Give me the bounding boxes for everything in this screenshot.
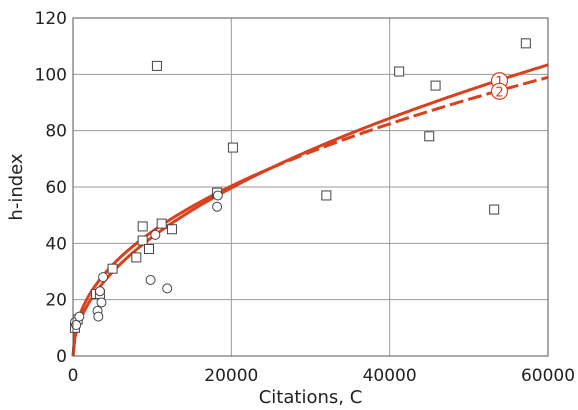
plot-frame [72,17,549,357]
fit-curve-2-dashed [270,75,549,170]
square-marker [137,235,148,246]
fit-curve-2 [71,166,272,357]
fit-curves [71,63,549,357]
data-points [69,38,531,333]
fit-curve-1 [71,63,549,357]
circle-marker [212,190,223,201]
y-tick-label: 60 [45,178,67,198]
square-marker [227,142,238,153]
square-marker [489,204,500,215]
square-marker [520,38,531,49]
circle-marker [212,201,223,212]
circle-marker [96,297,107,308]
x-tick-label: 0 [68,366,79,386]
y-tick-label: 80 [45,122,67,142]
x-tick-label: 20000 [204,366,258,386]
y-tick-label: 120 [35,9,67,29]
y-axis-label: h-index [6,153,27,220]
square-marker [131,252,142,263]
tick-labels: 0 20000 40000 60000 0 20 40 60 80 100 120 [35,9,576,386]
y-tick-label: 0 [56,347,67,367]
circle-marker [162,283,173,294]
y-tick-label: 20 [45,291,67,311]
circle-marker [74,311,85,322]
square-marker [156,218,167,229]
x-axis-label: Citations, C [259,387,363,408]
square-marker [424,131,435,142]
curve-label-2: 2 [495,85,503,100]
y-tick-label: 100 [35,65,67,85]
circle-marker [94,286,105,297]
circle-marker [145,274,156,285]
square-marker [166,224,177,235]
curve-label-marker [490,82,509,100]
circle-marker [150,229,161,240]
square-marker [151,60,162,71]
y-tick-label: 40 [45,234,67,254]
circle-marker [93,311,104,322]
square-marker [430,80,441,91]
square-marker [137,221,148,232]
square-marker [107,263,118,274]
circle-marker [98,272,109,283]
x-tick-label: 40000 [363,366,417,386]
grid-lines [72,17,549,357]
x-tick-label: 60000 [521,366,575,386]
curve-label-1: 1 [495,75,503,90]
curve-labels: 12 [490,72,509,100]
square-marker [144,243,154,254]
circle-marker [71,320,82,331]
square-marker [321,190,332,201]
square-marker [394,66,405,77]
